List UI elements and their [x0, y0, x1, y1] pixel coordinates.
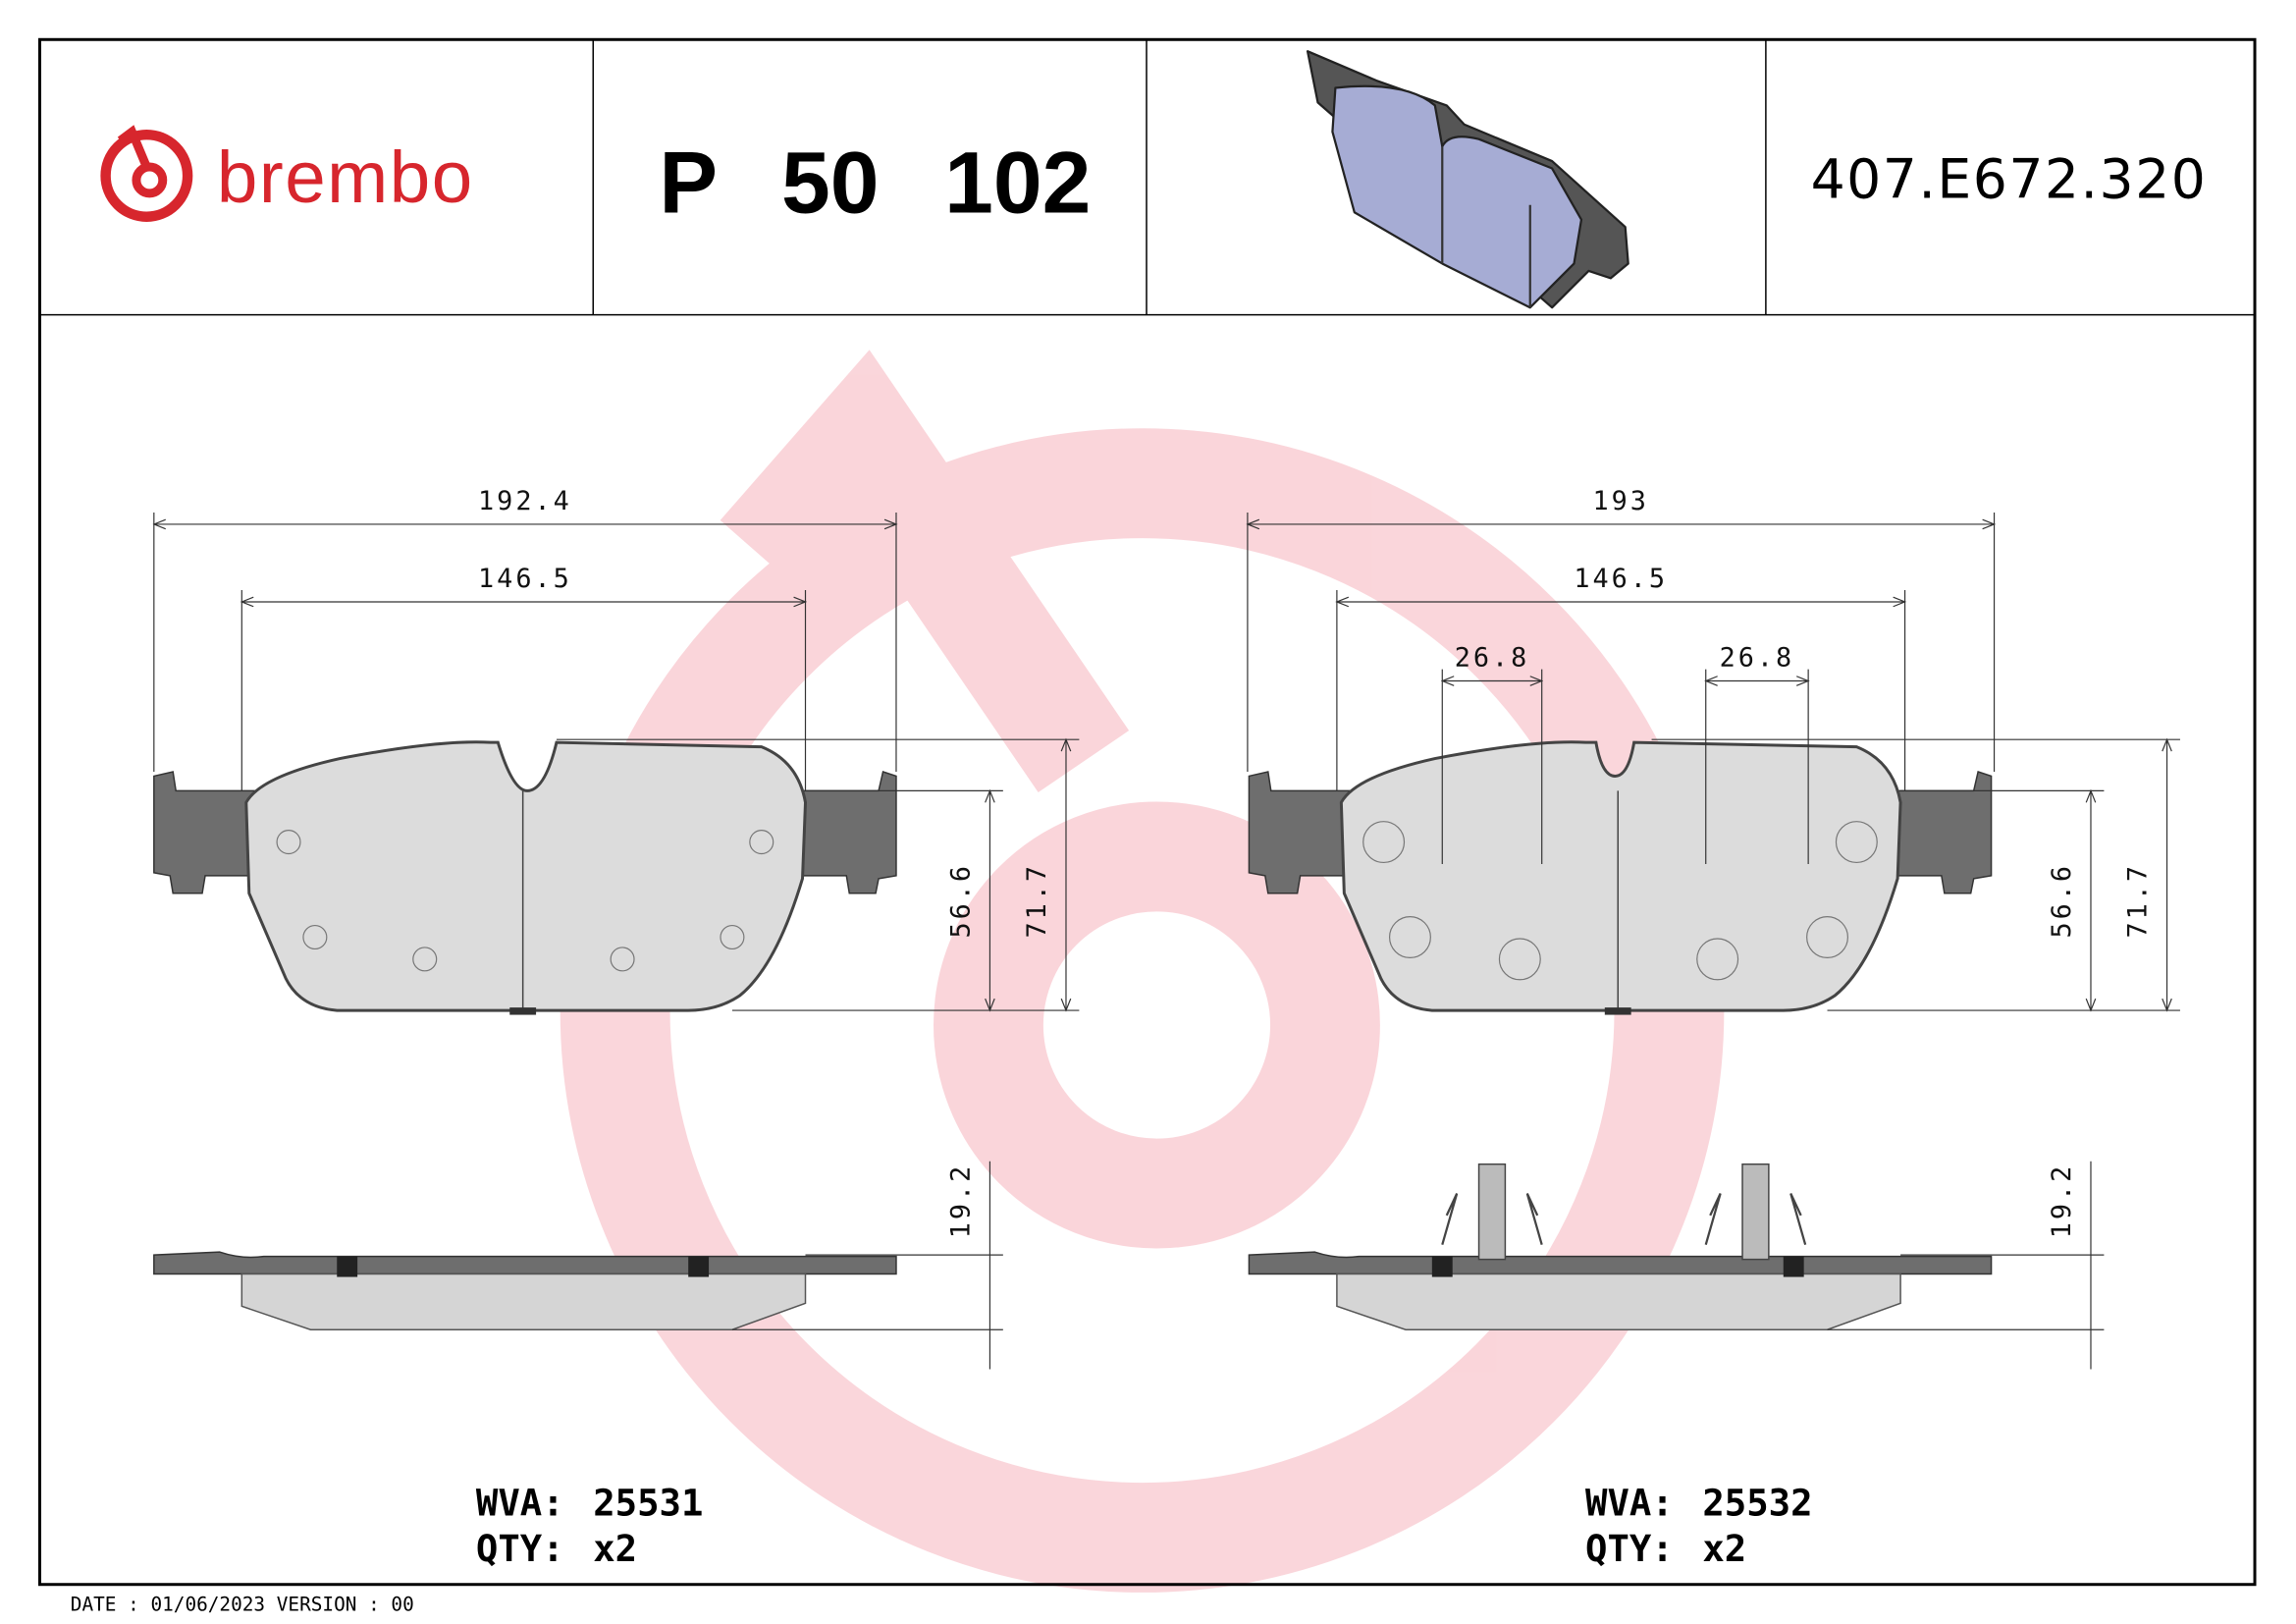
dimension-label: 56.6 — [946, 863, 977, 939]
sensor — [1741, 1163, 1770, 1261]
detail-circle — [1388, 916, 1431, 958]
shape — [100, 129, 193, 222]
shape — [720, 350, 1130, 793]
shape — [117, 125, 151, 169]
sensor — [1477, 1163, 1507, 1261]
footer-date: DATE : 01/06/2023 VERSION : 00 — [71, 1594, 414, 1616]
detail-circle — [412, 947, 438, 972]
reference-code: 407.E672.320 — [1811, 148, 2208, 211]
side-clip — [337, 1256, 358, 1277]
detail-circle — [1835, 821, 1878, 864]
sensor-spring — [1704, 1193, 1807, 1246]
side-clip — [688, 1256, 710, 1277]
brand-logo-icon — [100, 125, 193, 222]
wva-label: WVA: — [476, 1482, 564, 1525]
shape — [132, 162, 168, 198]
wva-number: 25531 — [593, 1482, 703, 1525]
qty-value: x2 — [593, 1527, 637, 1570]
wva-label: WVA: — [1585, 1482, 1674, 1525]
detail-circle — [1362, 821, 1406, 864]
shape — [1331, 84, 1583, 309]
side-friction — [240, 1272, 807, 1330]
qty-label: QTY: — [1585, 1527, 1674, 1570]
pad-drawing — [153, 740, 897, 1330]
detail-circle — [749, 830, 774, 855]
detail-circle — [276, 830, 301, 855]
side-plate — [153, 1251, 897, 1275]
friction-material — [244, 740, 808, 1012]
dimension-label: 193 — [1593, 486, 1649, 516]
dimension-label: 71.7 — [1022, 863, 1052, 939]
dimension-label: 146.5 — [1574, 564, 1668, 594]
side-friction — [1336, 1272, 1901, 1330]
detail-circle — [1498, 938, 1541, 981]
pad-illustration — [1306, 50, 1629, 309]
sensor-spring — [1441, 1193, 1543, 1246]
side-clip — [1783, 1256, 1804, 1277]
pad-drawing — [1248, 740, 1993, 1330]
side-clip — [1431, 1256, 1453, 1277]
dimension-label: 192.4 — [478, 486, 572, 516]
dimension-label: 56.6 — [2047, 863, 2077, 939]
dimension-label: 19.2 — [2047, 1164, 2077, 1239]
detail-circle — [302, 924, 328, 950]
shape — [1441, 146, 1531, 308]
clip — [509, 1007, 537, 1015]
dimension-label: 146.5 — [478, 564, 572, 594]
detail-circle — [610, 947, 635, 972]
wva-number: 25532 — [1702, 1482, 1812, 1525]
dimension-label: 71.7 — [2123, 863, 2154, 939]
detail-circle — [720, 924, 745, 950]
brand-name: brembo — [217, 135, 474, 218]
dimension-label: 26.8 — [1720, 643, 1795, 674]
clip — [1604, 1007, 1631, 1015]
detail-circle — [1696, 938, 1739, 981]
dimension-label: 26.8 — [1455, 643, 1530, 674]
friction-material — [1339, 740, 1902, 1012]
part-number: P 50 102 — [659, 133, 1091, 231]
detail-circle — [1806, 916, 1849, 958]
qty-label: QTY: — [476, 1527, 564, 1570]
qty-value: x2 — [1702, 1527, 1746, 1570]
shape — [934, 801, 1380, 1249]
dimension-label: 19.2 — [946, 1164, 977, 1239]
